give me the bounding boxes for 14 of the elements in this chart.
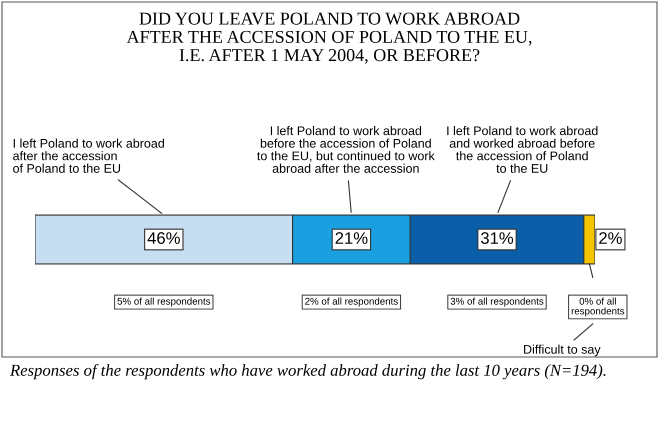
text: I left Poland to work abroad before the accession of Poland to the EU, but continued to work abroad after the accession <box>257 126 435 173</box>
text: I left Poland to work abroad and worked abroad before the accession of Poland to the EU <box>447 126 598 173</box>
text: 5% of all respondents <box>117 298 210 307</box>
text: 3% of all respondents <box>450 298 544 307</box>
chart-title: DID YOU LEAVE POLAND TO WORK ABROAD AFTER THE ACCESSION OF POLAND TO THE EU, I.E. AFTER 1 MAY 2004, OR BEFORE? <box>126 12 532 64</box>
data-label: 31% <box>480 232 514 244</box>
data-label: 21% <box>336 232 368 244</box>
data-label: 46% <box>148 232 180 244</box>
data-label: 2% <box>599 232 622 244</box>
text: 2% of all respondents <box>305 298 398 307</box>
legend-label: Difficult to say <box>524 344 601 356</box>
text: I left Poland to work abroad after the accession of Poland to the EU <box>13 138 164 173</box>
text: 0% of all respondents <box>572 298 624 316</box>
text: Responses of the respondents who have worked abroad during the last 10 years (N=194). <box>10 364 606 380</box>
